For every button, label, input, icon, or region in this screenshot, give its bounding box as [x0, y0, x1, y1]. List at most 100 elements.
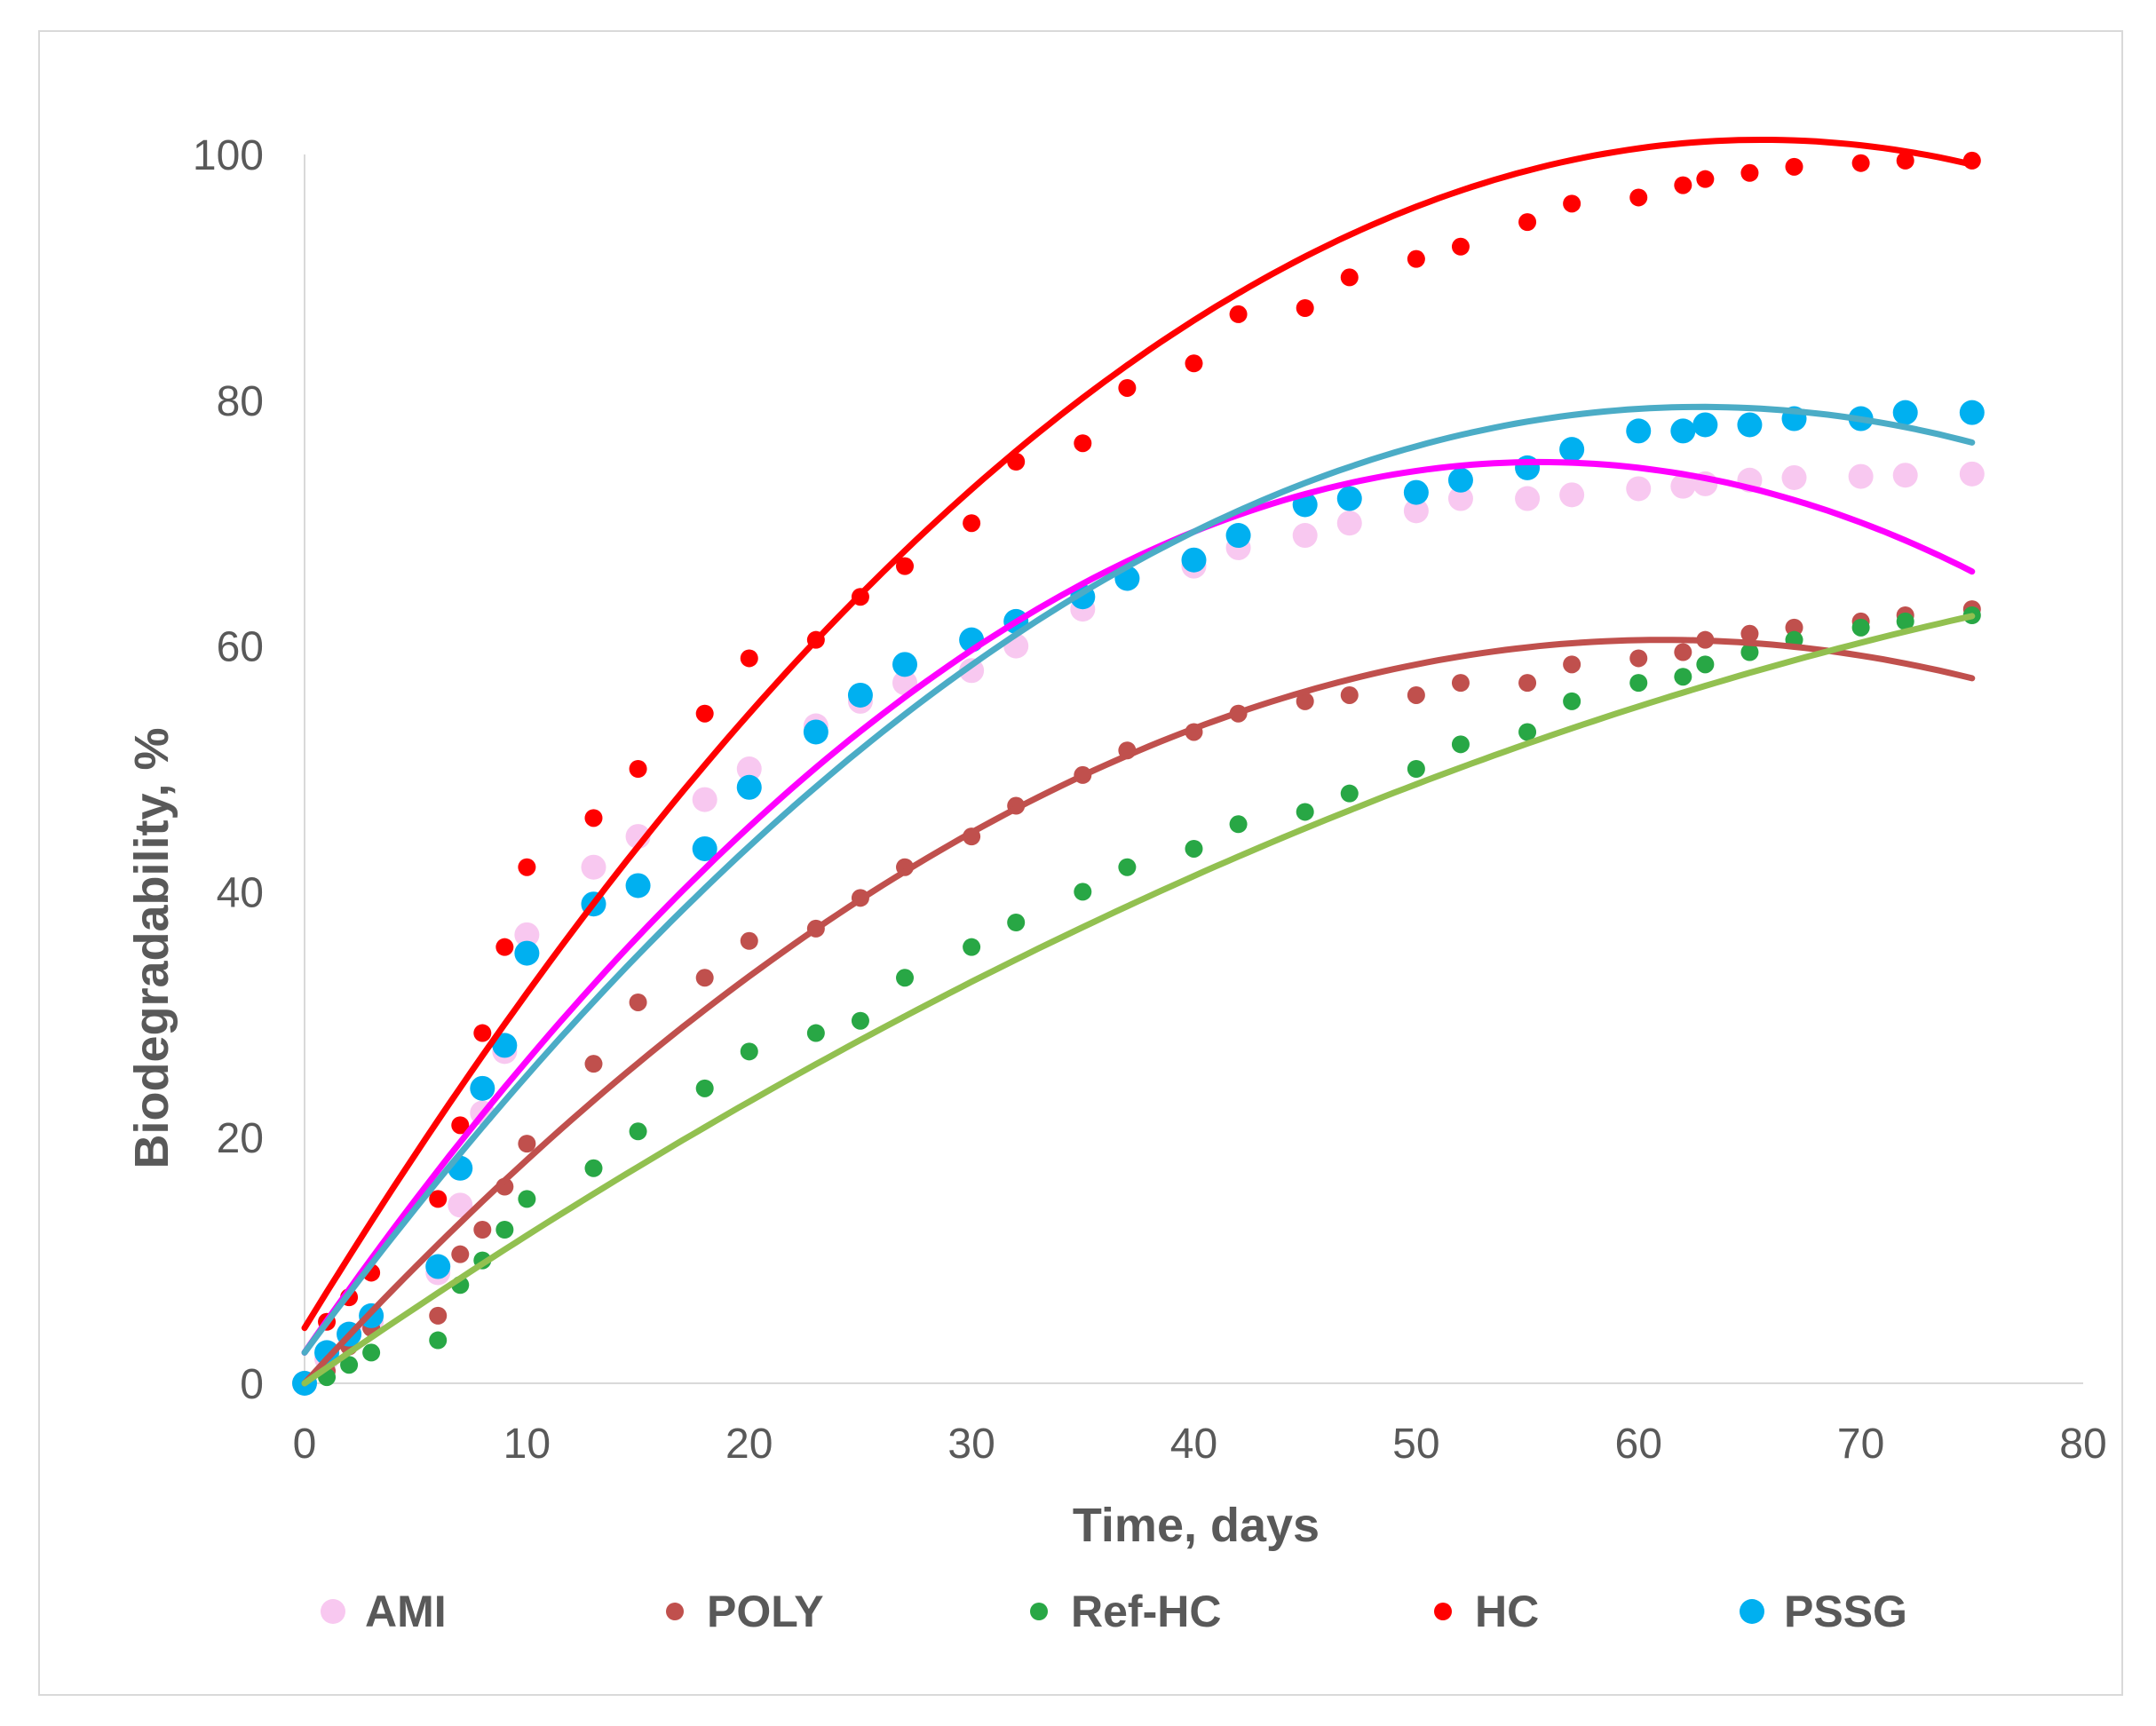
point-ami — [1848, 463, 1874, 489]
point-ami — [1292, 523, 1318, 549]
point-poly — [1407, 685, 1425, 704]
point-pssg — [1447, 467, 1473, 493]
point-ref-hc — [429, 1331, 448, 1350]
x-tick-label: 30 — [947, 1421, 995, 1468]
legend-marker — [1434, 1603, 1452, 1620]
point-hc — [695, 704, 714, 723]
point-ami — [1447, 486, 1473, 511]
point-ami — [514, 922, 540, 947]
y-tick-label: 20 — [217, 1115, 264, 1162]
point-ami — [1626, 476, 1652, 502]
axes-layer — [304, 154, 2083, 1384]
chart-frame: 0 10 20 30 40 50 60 70 80 0 20 40 60 80 100 Time, days… — [38, 30, 2123, 1696]
point-poly — [1740, 624, 1759, 643]
point-poly — [695, 969, 714, 987]
point-ref-hc — [1407, 760, 1425, 778]
point-ref-hc — [1118, 858, 1137, 876]
point-ami — [1892, 463, 1918, 488]
x-axis-title: Time, days — [1073, 1499, 1320, 1552]
point-ami — [1515, 486, 1541, 511]
point-pssg — [1403, 479, 1429, 505]
point-ref-hc — [518, 1190, 536, 1208]
point-hc — [1785, 157, 1803, 176]
point-ami — [1559, 482, 1585, 508]
legend-label: POLY — [707, 1587, 824, 1636]
point-ref-hc — [1518, 723, 1537, 741]
point-ref-hc — [1629, 674, 1648, 693]
y-tick-label: 100 — [193, 132, 264, 179]
point-hc — [518, 858, 536, 876]
point-pssg — [1559, 437, 1585, 463]
point-pssg — [1959, 400, 1985, 425]
point-ref-hc — [695, 1079, 714, 1097]
point-hc — [1563, 194, 1581, 213]
x-tick-label: 40 — [1170, 1421, 1217, 1468]
point-pssg — [1737, 412, 1763, 438]
point-hc — [1229, 305, 1248, 323]
legend-label: PSSG — [1784, 1587, 1907, 1636]
x-tick-label: 10 — [503, 1421, 551, 1468]
point-ref-hc — [1074, 883, 1092, 901]
legend-label: HC — [1475, 1587, 1539, 1636]
point-hc — [1185, 354, 1203, 373]
data-points — [292, 151, 1985, 1396]
point-ref-hc — [1451, 735, 1470, 754]
point-poly — [473, 1221, 492, 1239]
point-ami — [692, 787, 717, 812]
legend-item-hc: HC — [1434, 1587, 1539, 1636]
point-hc — [451, 1116, 470, 1135]
legend-item-poly: POLY — [666, 1587, 824, 1636]
point-pssg — [314, 1340, 340, 1366]
point-pssg — [514, 940, 540, 966]
point-poly — [1518, 674, 1537, 693]
point-ref-hc — [1563, 692, 1581, 710]
point-poly — [1296, 692, 1314, 710]
point-pssg — [736, 774, 762, 800]
point-ref-hc — [1896, 612, 1914, 630]
legend-marker — [321, 1599, 345, 1624]
x-tick-label: 20 — [725, 1421, 773, 1468]
point-hc — [1629, 188, 1648, 207]
point-poly — [1451, 674, 1470, 693]
point-hc — [896, 557, 915, 575]
point-hc — [1740, 163, 1759, 182]
point-poly — [740, 931, 758, 950]
point-hc — [1074, 434, 1092, 453]
point-hc — [1851, 154, 1870, 172]
point-ref-hc — [362, 1343, 381, 1362]
point-hc — [1518, 213, 1537, 232]
point-hc — [1451, 237, 1470, 256]
point-ami — [1403, 498, 1429, 524]
point-ref-hc — [1674, 668, 1692, 686]
point-poly — [1563, 655, 1581, 674]
trendline-hc — [301, 137, 1976, 1332]
point-ref-hc — [1007, 914, 1026, 931]
point-ref-hc — [1851, 618, 1870, 637]
y-axis-title: Biodegradability, % — [125, 727, 178, 1168]
point-hc — [740, 649, 758, 668]
point-poly — [518, 1135, 536, 1153]
trendline-ami — [301, 458, 1976, 1356]
point-hc — [1674, 176, 1692, 194]
y-tick-label: 40 — [217, 869, 264, 916]
point-ref-hc — [1185, 839, 1203, 858]
point-pssg — [470, 1075, 495, 1101]
point-hc — [1340, 268, 1359, 287]
point-ami — [448, 1192, 473, 1218]
trendlines — [301, 137, 1976, 1387]
point-ref-hc — [1696, 655, 1715, 674]
point-hc — [963, 514, 981, 533]
point-poly — [1674, 643, 1692, 661]
point-hc — [473, 1024, 492, 1042]
point-poly — [429, 1306, 448, 1325]
point-pssg — [1670, 418, 1696, 444]
point-pssg — [692, 835, 717, 861]
y-tick-label: 80 — [217, 378, 264, 425]
point-pssg — [1892, 400, 1918, 425]
point-ref-hc — [963, 938, 981, 956]
x-tick-label: 60 — [1615, 1421, 1662, 1468]
point-ami — [736, 756, 762, 781]
point-poly — [451, 1245, 470, 1263]
point-hc — [1696, 170, 1715, 188]
point-ref-hc — [495, 1221, 514, 1239]
